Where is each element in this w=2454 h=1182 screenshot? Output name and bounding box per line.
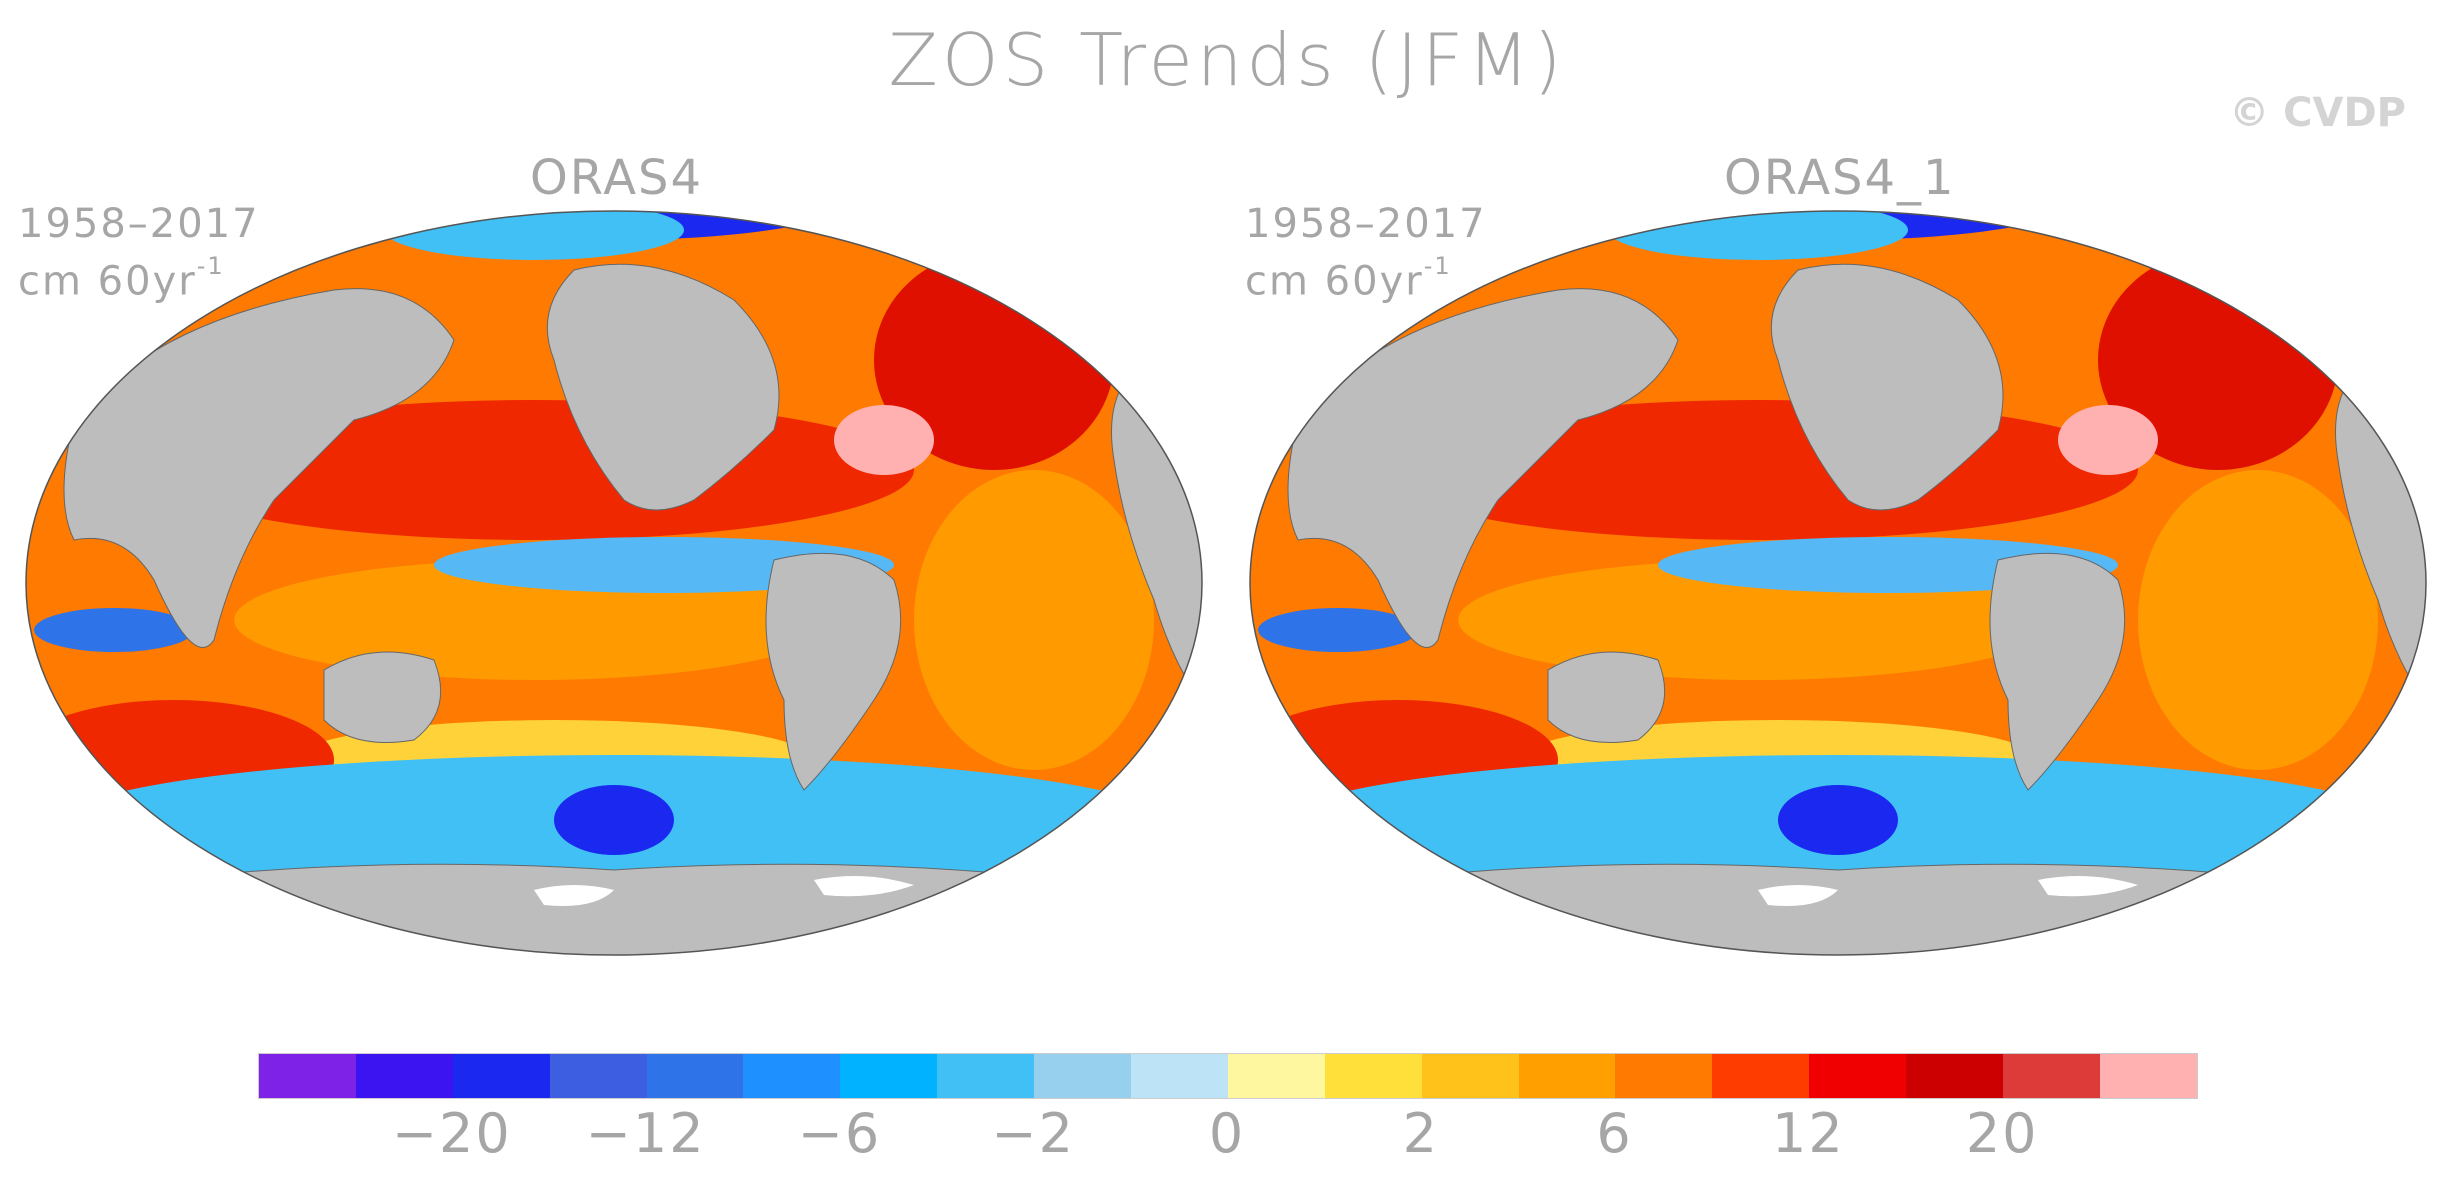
colorbar-tick-label: 2 xyxy=(1402,1102,1439,1165)
colorbar-tick-label: 6 xyxy=(1596,1102,1633,1165)
colorbar-tick-label: 20 xyxy=(1965,1102,2039,1165)
map-oras4-1 xyxy=(1249,210,2427,956)
colorbar-cell xyxy=(1518,1054,1616,1098)
indian-ocean-blue xyxy=(1258,608,1418,652)
south-america xyxy=(1989,552,2126,791)
southern-ocean-dark-blue xyxy=(554,785,674,855)
colorbar-cell xyxy=(1712,1054,1810,1098)
south-atlantic-orange xyxy=(914,470,1154,770)
map-border xyxy=(25,210,1203,956)
antarctic-ice-shelf-2 xyxy=(814,876,914,897)
period-label-oras4-1: 1958–2017 cm 60yr-1 xyxy=(1245,200,1487,305)
period-years: 1958–2017 xyxy=(1245,201,1487,247)
colorbar-cell xyxy=(1421,1054,1519,1098)
colorbar-cell xyxy=(646,1054,744,1098)
period-years: 1958–2017 xyxy=(18,201,260,247)
colorbar-cell xyxy=(937,1054,1035,1098)
colorbar-tick-label: −12 xyxy=(585,1102,706,1165)
colorbar-tick-label: 12 xyxy=(1772,1102,1845,1165)
south-america xyxy=(765,552,902,791)
indian-ocean-blue xyxy=(34,608,194,652)
colorbar-cell xyxy=(2003,1054,2100,1098)
eurasia-africa-west xyxy=(1287,288,1679,648)
map-oras4 xyxy=(25,210,1203,956)
australia xyxy=(323,651,442,743)
north-atlantic-pink xyxy=(834,405,934,475)
colorbar-cell xyxy=(355,1054,453,1098)
north-america xyxy=(1770,263,2004,511)
figure-title: ZOS Trends (JFM) xyxy=(888,18,1566,102)
units-label: cm 60yr-1 xyxy=(18,252,225,305)
colorbar-cell xyxy=(1131,1054,1228,1098)
cvdp-watermark: © CVDP xyxy=(2229,90,2406,136)
panel-title-oras4-1: ORAS4_1 xyxy=(1724,150,1956,206)
southern-ocean-dark-blue xyxy=(1778,785,1898,855)
antarctica xyxy=(26,863,1202,955)
colorbar-cell xyxy=(1324,1054,1422,1098)
australia xyxy=(1547,651,1666,743)
colorbar-cell xyxy=(2099,1054,2197,1098)
antarctic-ice-shelf-2 xyxy=(2038,876,2138,897)
colorbar-cell xyxy=(743,1054,841,1098)
colorbar-cell xyxy=(259,1054,356,1098)
colorbar-cell xyxy=(549,1054,647,1098)
colorbar-tick-label: 0 xyxy=(1208,1102,1246,1165)
panel-title-oras4: ORAS4 xyxy=(530,150,704,206)
antarctic-ice-shelf xyxy=(534,885,614,906)
eurasia-africa-west xyxy=(63,288,455,648)
colorbar-cell xyxy=(1227,1054,1325,1098)
colorbar-cell xyxy=(1906,1054,2004,1098)
colorbar-tick-label: −20 xyxy=(391,1102,512,1165)
colorbar-tick-label: −2 xyxy=(991,1102,1075,1165)
antarctica xyxy=(1250,863,2426,955)
south-atlantic-orange xyxy=(2138,470,2378,770)
antarctic-ice-shelf xyxy=(1758,885,1838,906)
units-label: cm 60yr-1 xyxy=(1245,252,1452,305)
colorbar xyxy=(258,1053,2198,1099)
colorbar-cell xyxy=(452,1054,550,1098)
colorbar-tick-label: −6 xyxy=(797,1102,882,1165)
north-atlantic-pink xyxy=(2058,405,2158,475)
colorbar-cell xyxy=(1615,1054,1713,1098)
colorbar-cell xyxy=(1034,1054,1132,1098)
period-label-oras4: 1958–2017 cm 60yr-1 xyxy=(18,200,260,305)
colorbar-cell xyxy=(1809,1054,1907,1098)
north-america xyxy=(546,263,780,511)
map-border xyxy=(1249,210,2427,956)
colorbar-cell xyxy=(840,1054,938,1098)
